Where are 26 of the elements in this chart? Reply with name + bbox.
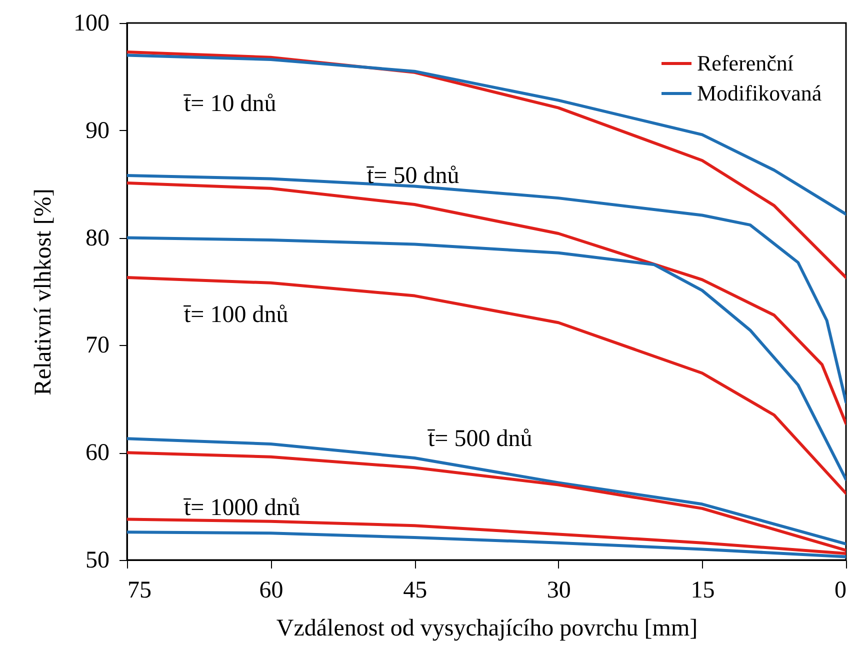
annotation: t̄= 100 dnů [183,302,288,328]
annotation: t̄= 500 dnů [427,426,532,452]
legend-label: Modifikovaná [697,80,822,106]
line-series [127,54,846,216]
y-tick-label: 90 [86,118,110,144]
y-tick-label: 100 [74,10,110,36]
annotation: t̄= 50 dnů [366,163,460,189]
x-tick-label: 30 [546,578,571,604]
x-tick-label: 15 [690,578,715,604]
annotation: t̄= 10 dnů [183,91,276,117]
y-tick-label: 50 [86,548,110,574]
y-tick-label: 60 [86,440,110,466]
x-axis-title: Vzdálenost od vysychajícího povrchu [mm] [276,616,698,642]
y-axis-title: Relativní vlhkost [%] [30,188,56,396]
y-tick-label: 70 [86,332,110,359]
annotation: t̄= 1000 dnů [183,495,300,521]
line-series [127,451,846,552]
y-tick-label: 80 [86,225,110,252]
x-tick-label: 60 [259,578,284,604]
x-tick-label: 45 [403,578,428,604]
x-tick-label: 75 [128,578,152,604]
line-series [127,236,846,481]
line-series [127,530,846,558]
line-series [127,276,846,495]
legend-label: Referenční [697,50,794,76]
x-tick-label: 0 [834,578,846,604]
